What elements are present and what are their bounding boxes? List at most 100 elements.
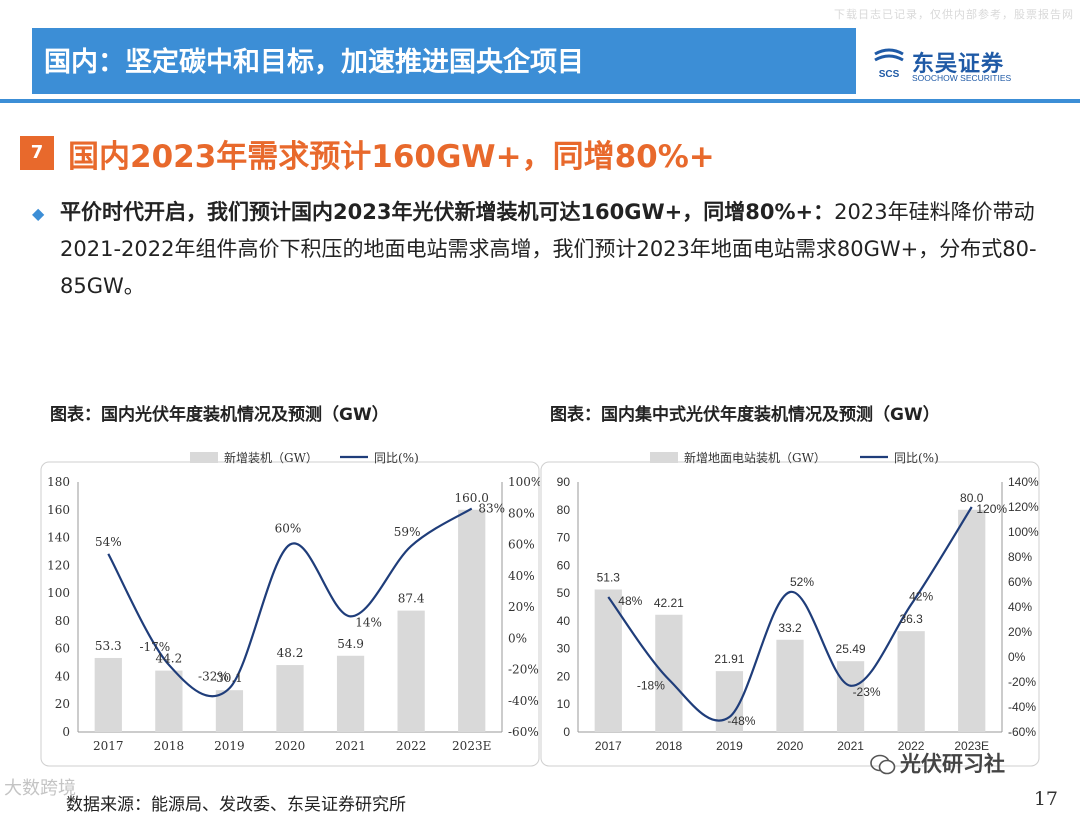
right-chart: 0102030405060708090-60%-40%-20%0%20%40%6… bbox=[540, 440, 1040, 768]
y2-tick-label: -20% bbox=[1008, 675, 1036, 689]
y-tick-label: 160 bbox=[47, 503, 70, 517]
bar-value-label: 33.2 bbox=[778, 621, 802, 635]
line-value-label: 59% bbox=[394, 525, 421, 539]
y2-tick-label: 80% bbox=[508, 506, 535, 520]
legend-bar-swatch bbox=[190, 452, 218, 463]
y-tick-label: 30 bbox=[557, 642, 571, 656]
watermark-top: 下载日志已记录，仅供内部参考，股票报告网 bbox=[834, 6, 1074, 22]
x-tick-label: 2017 bbox=[595, 739, 622, 753]
bar-value-label: 36.3 bbox=[899, 612, 923, 626]
bar-2022 bbox=[398, 611, 425, 732]
x-tick-label: 2017 bbox=[93, 739, 124, 753]
y-tick-label: 70 bbox=[557, 531, 571, 545]
y-tick-label: 40 bbox=[55, 669, 70, 683]
bar-value-label: 54.9 bbox=[337, 637, 364, 651]
legend-bar-label: 新增地面电站装机（GW） bbox=[684, 450, 826, 465]
line-value-label: 60% bbox=[275, 522, 302, 536]
section-title: 国内2023年需求预计160GW+，同增80%+ bbox=[68, 131, 715, 176]
y2-tick-label: 40% bbox=[508, 569, 535, 583]
y2-tick-label: 140% bbox=[1008, 475, 1039, 489]
y-tick-label: 10 bbox=[557, 697, 571, 711]
x-tick-label: 2023E bbox=[452, 739, 491, 753]
y2-tick-label: 20% bbox=[508, 600, 535, 614]
line-value-label: -32% bbox=[198, 669, 229, 683]
bar-value-label: 48.2 bbox=[277, 646, 304, 660]
y2-tick-label: 80% bbox=[1008, 550, 1032, 564]
line-value-label: -17% bbox=[139, 640, 170, 654]
wechat-icon bbox=[870, 754, 896, 776]
line-value-label: 83% bbox=[478, 502, 505, 516]
bar-2019 bbox=[216, 690, 243, 732]
x-tick-label: 2018 bbox=[154, 739, 185, 753]
right-chart-title: 图表：国内集中式光伏年度装机情况及预测（GW） bbox=[550, 400, 940, 425]
x-tick-label: 2018 bbox=[656, 739, 683, 753]
y2-tick-label: 20% bbox=[1008, 625, 1032, 639]
y2-tick-label: -60% bbox=[1008, 725, 1036, 739]
line-value-label: 14% bbox=[355, 615, 382, 629]
y-tick-label: 40 bbox=[557, 614, 571, 628]
y2-tick-label: 0% bbox=[508, 631, 527, 645]
header-rule bbox=[0, 99, 1080, 103]
bar-value-label: 21.91 bbox=[714, 652, 744, 666]
summary-paragraph: 平价时代开启，我们预计国内2023年光伏新增装机可达160GW+，同增80%+：… bbox=[60, 194, 1060, 305]
brand-logo: SCS 东吴证券 SOOCHOW SECURITIES bbox=[872, 46, 1032, 86]
x-tick-label: 2021 bbox=[837, 739, 864, 753]
y-tick-label: 0 bbox=[62, 725, 70, 739]
y-tick-label: 0 bbox=[563, 725, 570, 739]
bar-2018 bbox=[155, 671, 182, 732]
x-tick-label: 2019 bbox=[214, 739, 245, 753]
bar-2018 bbox=[655, 615, 682, 732]
line-value-label: 54% bbox=[95, 535, 122, 549]
y-tick-label: 20 bbox=[557, 669, 571, 683]
left-chart-title: 图表：国内光伏年度装机情况及预测（GW） bbox=[50, 400, 389, 425]
bar-value-label: 53.3 bbox=[95, 639, 122, 653]
line-value-label: 120% bbox=[976, 502, 1007, 516]
y2-tick-label: -20% bbox=[508, 663, 539, 677]
line-value-label: 48% bbox=[618, 594, 642, 608]
y-tick-label: 120 bbox=[47, 558, 70, 572]
line-value-label: 52% bbox=[790, 575, 814, 589]
y-tick-label: 60 bbox=[55, 642, 70, 656]
bar-2020 bbox=[776, 640, 803, 732]
y-tick-label: 80 bbox=[55, 614, 70, 628]
logo-mark-text: SCS bbox=[879, 69, 900, 80]
x-tick-label: 2020 bbox=[777, 739, 804, 753]
x-tick-label: 2022 bbox=[396, 739, 427, 753]
legend-bar-label: 新增装机（GW） bbox=[224, 450, 318, 465]
paragraph-lead: 平价时代开启，我们预计国内2023年光伏新增装机可达160GW+，同增80%+： bbox=[60, 200, 834, 224]
y-tick-label: 90 bbox=[557, 475, 571, 489]
x-tick-label: 2021 bbox=[335, 739, 366, 753]
page-title: 国内：坚定碳中和目标，加速推进国央企项目 bbox=[44, 40, 584, 79]
bar-value-label: 42.21 bbox=[654, 596, 684, 610]
logo-mark-icon: SCS bbox=[872, 48, 906, 80]
wechat-label: 光伏研习社 bbox=[900, 752, 1005, 776]
bar-2022 bbox=[898, 631, 925, 732]
diamond-bullet-icon: ◆ bbox=[32, 204, 44, 223]
y2-tick-label: -60% bbox=[508, 725, 539, 739]
line-value-label: -48% bbox=[727, 714, 755, 728]
y-tick-label: 20 bbox=[55, 697, 70, 711]
bar-2021 bbox=[337, 656, 364, 732]
y2-tick-label: -40% bbox=[1008, 700, 1036, 714]
bar-2023E bbox=[458, 510, 485, 732]
y2-tick-label: 60% bbox=[1008, 575, 1032, 589]
logo-en-text: SOOCHOW SECURITIES bbox=[912, 73, 1011, 83]
y2-tick-label: 100% bbox=[508, 475, 540, 489]
x-tick-label: 2020 bbox=[275, 739, 306, 753]
y-tick-label: 60 bbox=[557, 558, 571, 572]
bar-value-label: 25.49 bbox=[836, 642, 866, 656]
line-value-label: 42% bbox=[909, 590, 933, 604]
y2-tick-label: -40% bbox=[508, 694, 539, 708]
y2-tick-label: 0% bbox=[1008, 650, 1026, 664]
left-chart: 020406080100120140160180-60%-40%-20%0%20… bbox=[40, 440, 540, 768]
y-tick-label: 100 bbox=[47, 586, 70, 600]
page-number: 17 bbox=[1034, 788, 1058, 810]
data-source: 数据来源：能源局、发改委、东吴证券研究所 bbox=[66, 790, 406, 815]
section-number-badge: 7 bbox=[20, 136, 54, 170]
legend-line-label: 同比(%) bbox=[374, 451, 419, 465]
y2-tick-label: 120% bbox=[1008, 500, 1039, 514]
bar-2020 bbox=[276, 665, 303, 732]
y2-tick-label: 40% bbox=[1008, 600, 1032, 614]
bar-2023E bbox=[958, 510, 985, 732]
bar-value-label: 51.3 bbox=[597, 571, 621, 585]
